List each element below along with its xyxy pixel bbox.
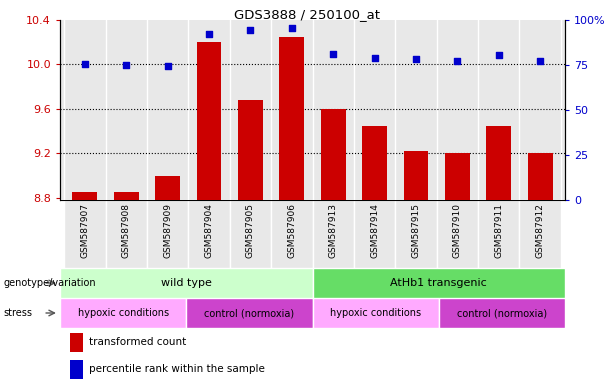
Bar <box>395 200 436 268</box>
Text: GSM587907: GSM587907 <box>80 204 89 258</box>
Text: genotype/variation: genotype/variation <box>3 278 96 288</box>
Text: GSM587912: GSM587912 <box>536 204 545 258</box>
Point <box>121 62 131 68</box>
Bar <box>197 42 221 200</box>
Point <box>452 58 462 64</box>
Bar <box>72 192 97 200</box>
Point <box>411 56 421 62</box>
Bar <box>271 200 313 268</box>
Text: transformed count: transformed count <box>89 338 186 348</box>
Bar <box>70 333 83 352</box>
Bar <box>354 200 395 268</box>
Bar <box>238 100 263 200</box>
Bar <box>403 151 428 200</box>
Bar <box>313 200 354 268</box>
Text: stress: stress <box>3 308 32 318</box>
Bar <box>230 200 271 268</box>
Bar <box>478 200 519 268</box>
Text: GSM587908: GSM587908 <box>122 204 131 258</box>
Bar <box>114 192 139 200</box>
Point <box>287 25 297 31</box>
Text: AtHb1 transgenic: AtHb1 transgenic <box>390 278 487 288</box>
Text: GSM587904: GSM587904 <box>205 204 213 258</box>
Bar <box>313 298 439 328</box>
Point <box>204 31 214 38</box>
Point <box>370 55 379 61</box>
Bar <box>445 153 470 200</box>
Point <box>80 61 89 67</box>
Text: GSM587915: GSM587915 <box>411 204 421 258</box>
Text: GSM587906: GSM587906 <box>287 204 296 258</box>
Bar <box>105 200 147 268</box>
Point <box>245 27 255 33</box>
Bar <box>155 175 180 200</box>
Text: GDS3888 / 250100_at: GDS3888 / 250100_at <box>234 8 379 21</box>
Bar <box>439 298 565 328</box>
Bar <box>313 268 565 298</box>
Point <box>535 58 545 65</box>
Bar <box>321 109 346 200</box>
Text: hypoxic conditions: hypoxic conditions <box>78 308 169 318</box>
Text: GSM587910: GSM587910 <box>453 204 462 258</box>
Text: control (normoxia): control (normoxia) <box>457 308 547 318</box>
Bar <box>486 126 511 200</box>
Text: wild type: wild type <box>161 278 211 288</box>
Bar <box>528 153 552 200</box>
Text: hypoxic conditions: hypoxic conditions <box>330 308 421 318</box>
Bar <box>70 360 83 379</box>
Bar <box>362 126 387 200</box>
Text: percentile rank within the sample: percentile rank within the sample <box>89 364 265 374</box>
Text: GSM587911: GSM587911 <box>494 204 503 258</box>
Bar <box>188 200 230 268</box>
Bar <box>186 298 313 328</box>
Text: GSM587913: GSM587913 <box>329 204 338 258</box>
Bar <box>436 200 478 268</box>
Point <box>162 63 172 69</box>
Bar <box>64 200 105 268</box>
Text: GSM587905: GSM587905 <box>246 204 255 258</box>
Point <box>329 51 338 57</box>
Bar <box>280 36 304 200</box>
Bar <box>519 200 561 268</box>
Text: control (normoxia): control (normoxia) <box>204 308 294 318</box>
Bar <box>60 298 186 328</box>
Bar <box>147 200 188 268</box>
Text: GSM587914: GSM587914 <box>370 204 379 258</box>
Text: GSM587909: GSM587909 <box>163 204 172 258</box>
Bar <box>60 268 313 298</box>
Point <box>494 52 504 58</box>
